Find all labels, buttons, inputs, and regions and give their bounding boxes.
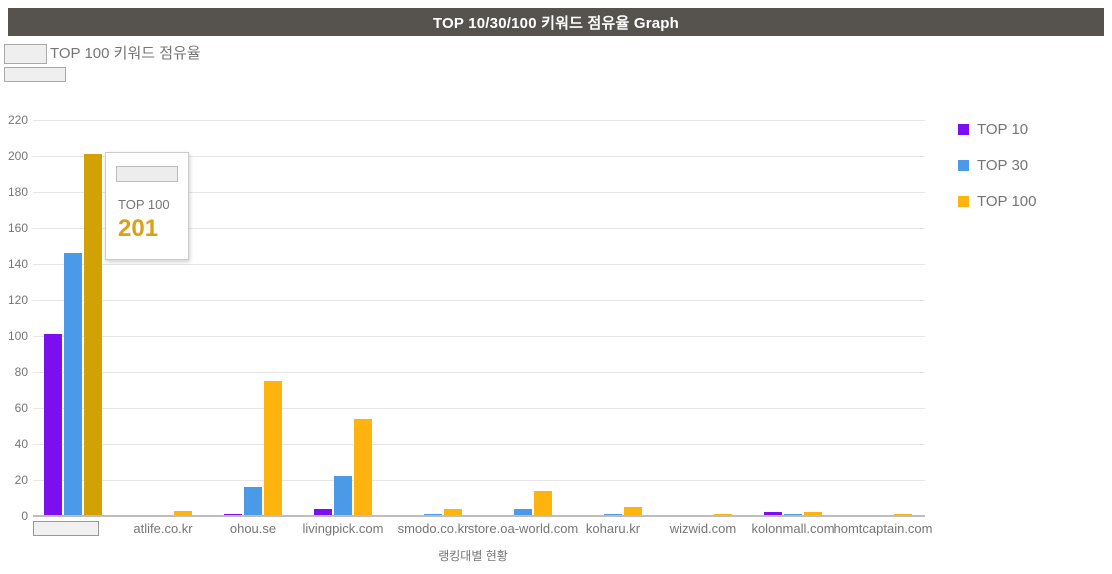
- y-tick-label: 40: [14, 437, 28, 451]
- legend-item-top100[interactable]: TOP 100: [958, 193, 1037, 210]
- masked-x-label-box: [33, 521, 99, 536]
- legend-item-top30[interactable]: TOP 30: [958, 157, 1037, 174]
- x-axis-category-label: smodo.co.kr: [397, 521, 469, 536]
- x-axis-title: 랭킹대별 현황: [438, 549, 508, 563]
- x-axis-category-label: kolonmall.com: [751, 521, 835, 536]
- y-tick-label: 80: [14, 365, 28, 379]
- bar-top100[interactable]: [354, 418, 372, 516]
- legend-label-top30: TOP 30: [977, 157, 1029, 174]
- page-title: TOP 10/30/100 키워드 점유율 Graph: [432, 14, 680, 32]
- x-axis-category-label: ohou.se: [229, 521, 277, 536]
- legend-swatch-top10: [958, 124, 969, 135]
- legend-item-top10[interactable]: TOP 10: [958, 121, 1037, 138]
- masked-site-box-2: [4, 67, 66, 82]
- x-axis-category-label: wizwid.com: [669, 521, 737, 536]
- y-tick-label: 100: [7, 329, 28, 343]
- bar-top30[interactable]: [334, 476, 352, 516]
- chart-title-bar: TOP 10/30/100 키워드 점유율 Graph: [8, 8, 1104, 36]
- subtitle-label: TOP 100 키워드 점유율: [50, 45, 201, 62]
- y-tick-label: 220: [7, 113, 28, 127]
- bar-top10[interactable]: [44, 334, 62, 516]
- bar-top10[interactable]: [764, 512, 782, 516]
- gridline: [33, 228, 925, 229]
- legend-swatch-top30: [958, 160, 969, 171]
- tooltip-masked-site-box: [116, 166, 178, 182]
- bar-top100[interactable]: [804, 512, 822, 516]
- gridline: [33, 444, 925, 445]
- bar-group: [494, 490, 552, 516]
- x-axis-category-label: koharu.kr: [585, 521, 641, 536]
- y-tick-label: 60: [14, 401, 28, 415]
- y-tick-label: 200: [7, 149, 28, 163]
- bar-top30[interactable]: [514, 508, 532, 516]
- x-axis-category-label: store.oa-world.com: [467, 521, 579, 536]
- y-tick-label: 140: [7, 257, 28, 271]
- legend-label-top100: TOP 100: [977, 193, 1037, 210]
- legend: TOP 10 TOP 30 TOP 100: [958, 121, 1037, 229]
- y-tick-label: 20: [14, 473, 28, 487]
- y-tick-label: 180: [7, 185, 28, 199]
- legend-label-top10: TOP 10: [977, 121, 1029, 138]
- bar-top100[interactable]: [84, 154, 102, 516]
- bar-top100[interactable]: [444, 508, 462, 516]
- bar-group: [44, 154, 102, 516]
- gridline: [33, 192, 925, 193]
- bar-group: [224, 381, 282, 516]
- bar-group: [134, 510, 192, 516]
- gridline: [33, 156, 925, 157]
- gridline: [33, 336, 925, 337]
- bar-top100[interactable]: [264, 381, 282, 516]
- x-axis-category-label: homtcaptain.com: [833, 521, 933, 536]
- masked-site-box: [4, 44, 47, 64]
- y-tick-label: 120: [7, 293, 28, 307]
- bar-group: [314, 418, 372, 516]
- gridline: [33, 300, 925, 301]
- y-tick-label: 160: [7, 221, 28, 235]
- bar-top100[interactable]: [624, 507, 642, 516]
- x-axis-category-label: livingpick.com: [302, 521, 384, 536]
- tooltip-value: 201: [118, 215, 159, 242]
- bar-top30[interactable]: [244, 487, 262, 516]
- tooltip-series-name: TOP 100: [118, 197, 170, 212]
- gridline: [33, 264, 925, 265]
- x-axis-category-label: atlife.co.kr: [133, 521, 193, 536]
- bar-top30[interactable]: [64, 253, 82, 516]
- plot-area: [33, 120, 925, 517]
- gridline: [33, 372, 925, 373]
- chart-tooltip: TOP 100 201: [105, 152, 189, 260]
- gridline: [33, 480, 925, 481]
- legend-swatch-top100: [958, 196, 969, 207]
- bar-top10[interactable]: [314, 508, 332, 516]
- gridline: [33, 408, 925, 409]
- bar-top100[interactable]: [174, 510, 192, 516]
- bar-top100[interactable]: [534, 490, 552, 516]
- y-tick-label: 0: [21, 509, 28, 523]
- gridline: [33, 120, 925, 121]
- x-axis-line: [33, 515, 925, 517]
